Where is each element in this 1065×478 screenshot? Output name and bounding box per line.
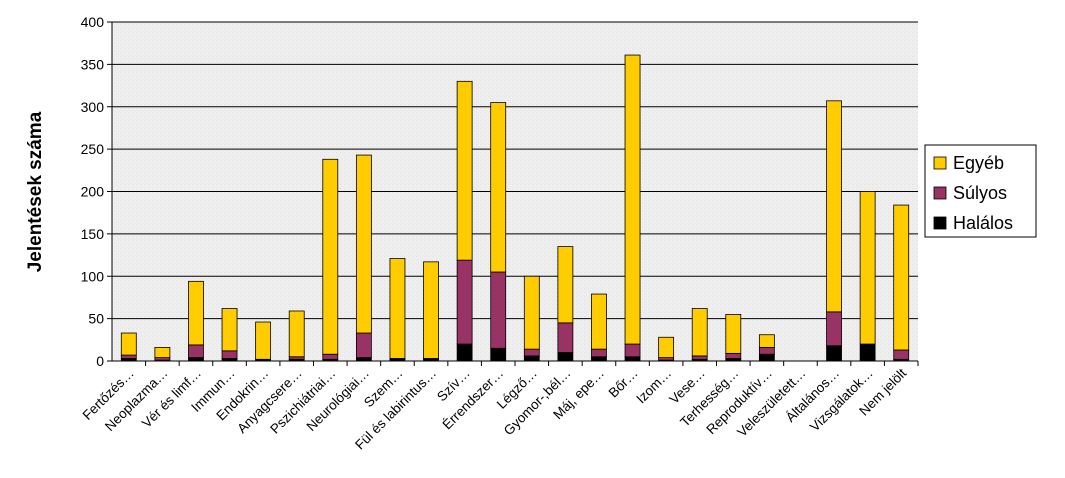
bar-segment-egyéb <box>725 313 742 354</box>
bar-segment-halálos <box>523 355 540 362</box>
y-axis-ticks: 0 50 100 150 200 250 300 350 400 <box>81 14 112 369</box>
bar-segment-súlyos <box>557 322 574 353</box>
bar-segment-súlyos <box>322 353 339 360</box>
gridlines <box>112 21 918 320</box>
bar-segment-halálos <box>490 347 507 362</box>
bar-segment-egyéb <box>691 308 708 357</box>
legend-swatch-egyéb <box>933 156 947 170</box>
legend-swatch-súlyos <box>933 186 947 200</box>
bar-segment-súlyos <box>893 349 910 360</box>
x-tick-label: Izom… <box>633 366 674 407</box>
y-tick-label: 0 <box>96 353 104 369</box>
bar-segment-egyéb <box>624 54 641 345</box>
bar-segment-egyéb <box>255 321 272 360</box>
bar-segment-halálos <box>456 343 473 362</box>
bar-segment-halálos <box>557 352 574 362</box>
bar-segment-egyéb <box>120 332 137 356</box>
y-tick-label: 300 <box>81 99 105 115</box>
bar-segment-egyéb <box>557 246 574 324</box>
y-tick-label: 50 <box>88 311 104 327</box>
bar-segment-halálos <box>624 356 641 362</box>
legend-label-halálos: Halálos <box>953 213 1013 233</box>
bar-segment-egyéb <box>221 308 238 352</box>
bar-segment-egyéb <box>423 261 439 359</box>
y-axis-label: Jelentések száma <box>25 111 46 272</box>
bar-segment-súlyos <box>120 354 137 359</box>
y-tick-label: 250 <box>81 141 105 157</box>
bar-segment-egyéb <box>758 334 775 348</box>
y-tick-label: 350 <box>81 56 105 72</box>
bar-segment-súlyos <box>355 332 372 359</box>
legend: Egyéb Súlyos Halálos <box>924 144 1037 238</box>
bar-segment-súlyos <box>523 348 540 357</box>
bar-segment-súlyos <box>221 350 238 359</box>
bar-segment-súlyos <box>826 311 842 347</box>
bar-segment-halálos <box>859 343 876 362</box>
bar-segment-súlyos <box>624 343 641 358</box>
bar-segment-egyéb <box>288 310 305 358</box>
bar-segment-egyéb <box>893 204 910 351</box>
y-tick-label: 200 <box>81 184 105 200</box>
bar-segment-egyéb <box>658 336 675 359</box>
bar-segment-egyéb <box>188 280 204 346</box>
legend-label-súlyos: Súlyos <box>953 183 1007 203</box>
y-tick-label: 150 <box>81 226 105 242</box>
bar-segment-súlyos <box>188 344 204 359</box>
bar-segment-halálos <box>758 353 775 362</box>
bar-segment-egyéb <box>591 293 607 350</box>
bar-segment-egyéb <box>154 347 171 359</box>
bar-segment-egyéb <box>322 158 339 355</box>
bar-segment-egyéb <box>456 80 473 261</box>
bar-segment-halálos <box>826 345 842 362</box>
bar-segment-egyéb <box>826 100 842 313</box>
bar-segment-súlyos <box>456 259 473 345</box>
legend-swatch-halálos <box>933 216 947 230</box>
legend-label-egyéb: Egyéb <box>953 153 1004 173</box>
bar-segment-egyéb <box>490 102 507 273</box>
bar-segment-súlyos <box>591 348 607 358</box>
x-axis-labels: Fertőzés…Neoplazma…Vér és limf…Immun…End… <box>80 361 919 453</box>
bar-segment-súlyos <box>691 355 708 360</box>
bar-segment-halálos <box>355 357 372 362</box>
y-tick-label: 100 <box>81 268 105 284</box>
bar-segment-súlyos <box>490 271 507 349</box>
bar-segment-egyéb <box>355 154 372 334</box>
bar-segment-halálos <box>188 357 204 362</box>
bar-segment-súlyos <box>725 352 742 359</box>
bar-segment-halálos <box>591 356 607 362</box>
bar-segment-súlyos <box>758 347 775 355</box>
bar-segment-egyéb <box>523 275 540 350</box>
bars <box>120 54 910 362</box>
y-tick-label: 400 <box>81 14 105 30</box>
bar-segment-egyéb <box>859 191 876 345</box>
bar-segment-egyéb <box>389 258 406 359</box>
